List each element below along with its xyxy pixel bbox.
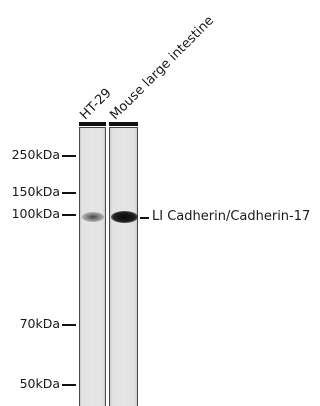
marker-tick-150	[62, 192, 76, 194]
blot-lane-ht29	[79, 127, 106, 406]
marker-tick-250	[62, 155, 76, 157]
blot-lane-mouse-large-intestine	[109, 127, 138, 406]
lane-label-mouse-large-intestine: Mouse large intestine	[107, 13, 218, 123]
marker-tick-100	[62, 214, 76, 216]
band-mouse-large-intestine	[111, 211, 138, 223]
target-tick	[140, 217, 149, 219]
band-ht29	[82, 212, 104, 222]
marker-label-150: 150kDa	[11, 184, 60, 199]
lane-bar-mouse-large-intestine	[109, 122, 138, 126]
marker-label-50: 50kDa	[19, 376, 60, 391]
lane-label-ht29: HT-29	[77, 85, 115, 123]
marker-tick-50	[62, 384, 76, 386]
lane-bar-ht29	[79, 122, 106, 126]
marker-label-100: 100kDa	[11, 206, 60, 221]
marker-label-250: 250kDa	[11, 147, 60, 162]
marker-label-70: 70kDa	[19, 316, 60, 331]
marker-tick-70	[62, 324, 76, 326]
target-label: LI Cadherin/Cadherin-17	[152, 209, 311, 224]
